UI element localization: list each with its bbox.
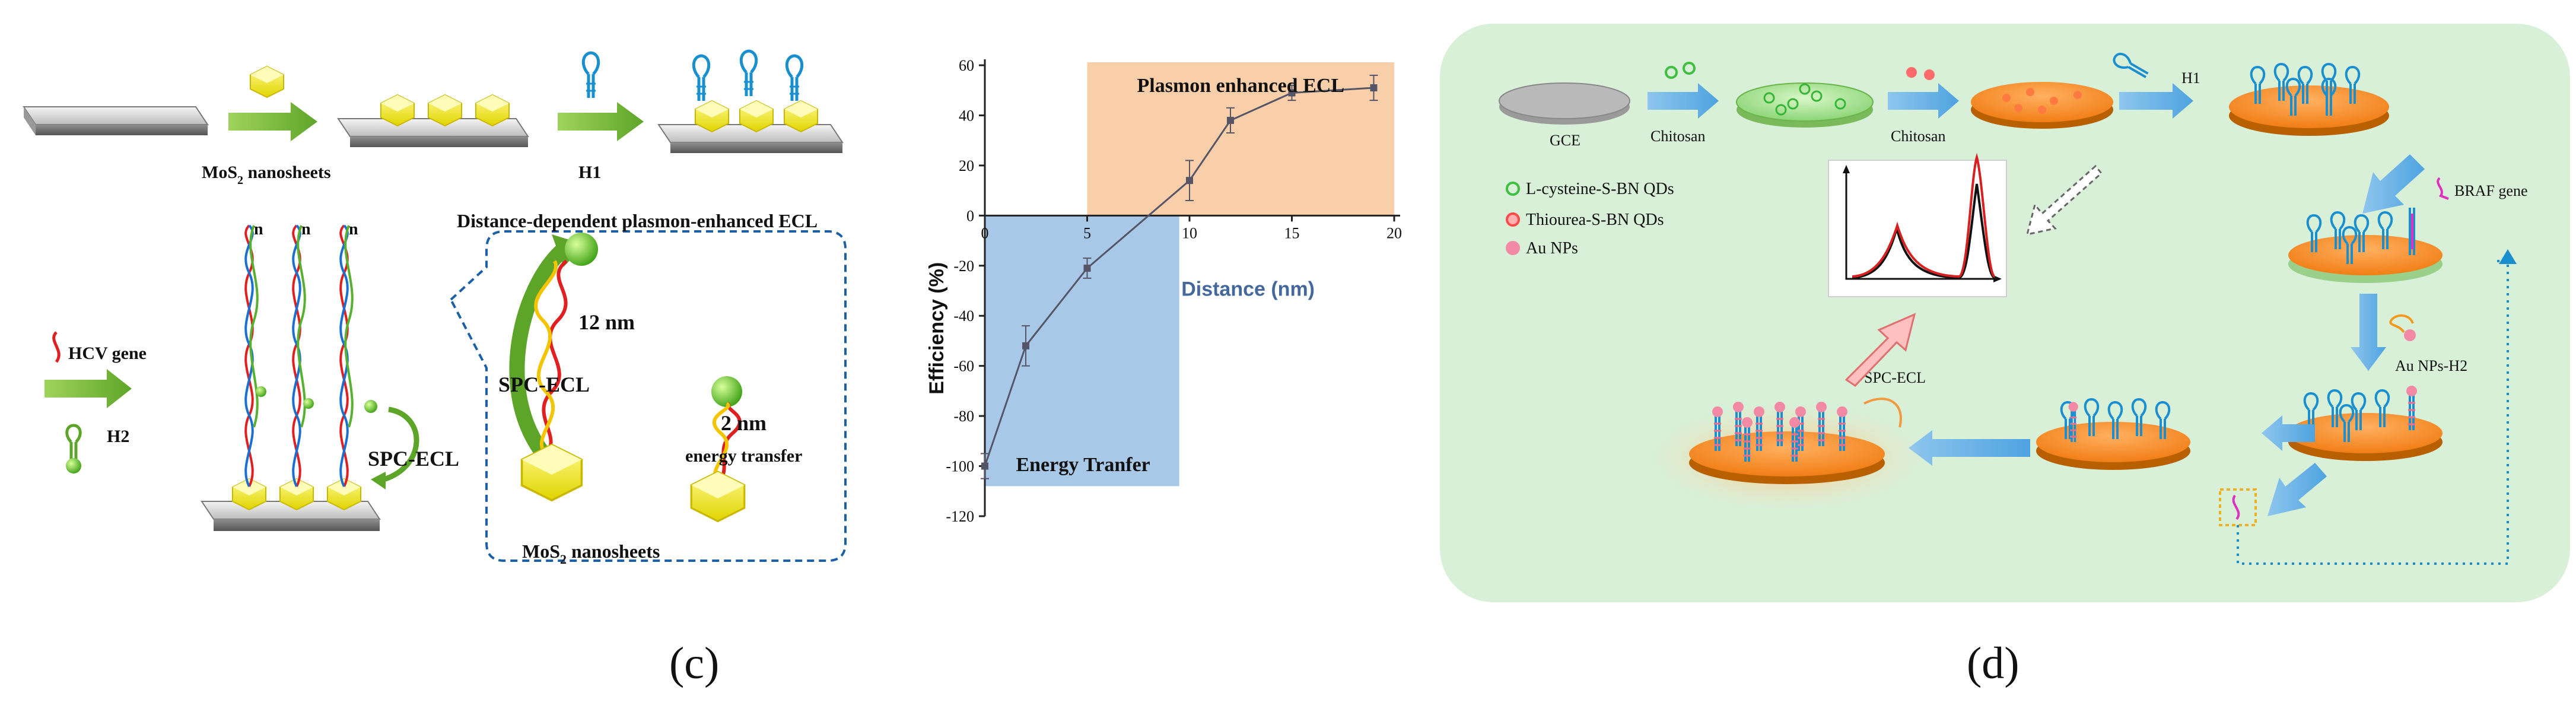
gce-electrode: GCE [1499, 82, 1630, 149]
legend: L-cysteine-S-BN QDs Thiourea-S-BN QDs Au… [1506, 180, 1674, 258]
label-n: n [254, 220, 263, 239]
label-au-h2: Au NPs-H2 [2395, 357, 2467, 374]
arrow-chitosan-1: Chitosan [1648, 62, 1719, 145]
label-braf: BRAF gene [2454, 182, 2528, 199]
dashed-arrow-icon [2025, 164, 2103, 236]
released-target [2219, 488, 2257, 526]
green-qd-electrode [1736, 82, 1874, 128]
panel-c-diagram: MoS2 nanosheets H1 HCV gene H2 [23, 0, 847, 567]
chart-axes: 60 40 20 0 -20 -40 -60 -80 -100 -120 0 5 10 15 20 [946, 57, 1402, 525]
arrow-h1: H1 [2110, 50, 2200, 119]
x-tick-label: 5 [1083, 224, 1091, 241]
y-tick-label: -120 [946, 508, 974, 525]
y-tick-label: -60 [953, 358, 974, 375]
arrow-right-icon [228, 102, 317, 141]
data-point [1022, 342, 1029, 349]
label-chitosan-1: Chitosan [1650, 128, 1705, 145]
orange-qd-electrode [1971, 82, 2113, 129]
box-title: Distance-dependent plasmon-enhanced ECL [457, 210, 818, 231]
hybridized-electrode [2288, 384, 2443, 461]
label-hcv-gene: HCV gene [68, 344, 147, 363]
pink-arrow-icon [1844, 313, 1916, 387]
hcv-gene-legend: HCV gene H2 [44, 331, 147, 473]
y-tick-label: -20 [953, 258, 974, 275]
legend-au: Au NPs [1526, 239, 1578, 258]
data-point [1288, 89, 1296, 97]
data-point [981, 462, 988, 470]
plasmon-enhanced-region [1087, 62, 1394, 216]
region-top-label: Plasmon enhanced ECL [1137, 75, 1345, 97]
zoom-box: Distance-dependent plasmon-enhanced ECL … [449, 210, 847, 567]
electrode-with-h1 [657, 51, 844, 153]
y-tick-label: 0 [966, 207, 974, 224]
label-n: n [349, 220, 358, 239]
label-12nm: 12 nm [578, 310, 635, 334]
caption-d: (d) [1967, 638, 2020, 688]
data-points [981, 84, 1378, 470]
arrow-left-icon [2262, 415, 2315, 451]
arrow-right-icon [558, 102, 644, 141]
x-axis-label: Distance (nm) [1181, 278, 1315, 300]
region-bottom-label: Energy Tranfer [1016, 454, 1150, 476]
y-tick-label: -80 [953, 408, 974, 425]
data-point [1186, 177, 1193, 185]
arrow-chitosan-2: Chitosan [1888, 67, 1959, 145]
label-2nm: 2 nm [721, 411, 767, 435]
x-tick-label: 0 [981, 224, 989, 241]
label-spc-ecl-d: SPC-ECL [1864, 369, 1926, 386]
data-point [1083, 265, 1091, 272]
label-spc-ecl-box: SPC-ECL [498, 373, 590, 396]
data-point [1370, 84, 1378, 91]
panel-d-diagram: GCE Chitosan Chitosan H1 [1440, 24, 2570, 602]
final-electrode-glow [1650, 401, 1923, 510]
mos2-hexagon-icon [250, 66, 284, 98]
legend-thiourea: Thiourea-S-BN QDs [1526, 211, 1664, 229]
data-point [1227, 116, 1234, 124]
arrow-down-left-icon [2267, 463, 2327, 516]
hairpin-h1-icon [583, 53, 598, 98]
curved-arrow-icon [1863, 398, 1902, 428]
label-h2: H2 [107, 427, 129, 446]
y-tick-label: 20 [959, 157, 974, 174]
label-h1-top: H1 [578, 163, 601, 182]
label-mos2-nanosheets-top: MoS2 nanosheets [202, 163, 331, 187]
curved-arrow-icon [509, 243, 569, 462]
x-tick-label: 15 [1284, 224, 1300, 241]
label-mos2-nanosheets-bottom: MoS2 nanosheets [522, 541, 660, 567]
label-chitosan-2: Chitosan [1891, 128, 1945, 145]
label-h1-d: H1 [2181, 69, 2200, 87]
label-gce: GCE [1550, 132, 1580, 149]
braf-electrode [2288, 208, 2443, 283]
braf-arrow: BRAF gene [2362, 154, 2528, 214]
label-energy-transfer: energy transfer [685, 446, 802, 466]
efficiency-chart: 60 40 20 0 -20 -40 -60 -80 -100 -120 0 5 10 15 20 Plas… [926, 57, 1402, 525]
electrode-with-mos2 [337, 94, 529, 147]
ecl-spectra-inset [1828, 152, 2007, 297]
partial-electrode [2036, 398, 2190, 470]
dna-strands-electrode: n n n SPC-ECL [201, 220, 459, 531]
energy-transfer-region [985, 215, 1179, 487]
curved-arrow-icon [379, 406, 419, 484]
label-n: n [301, 220, 311, 239]
arrow-left-icon [1909, 430, 2030, 466]
y-tick-label: 40 [959, 107, 974, 124]
legend-lcys: L-cysteine-S-BN QDs [1526, 180, 1674, 198]
y-axis-label: Efficiency (%) [926, 262, 948, 395]
au-h2-arrow: Au NPs-H2 [2351, 294, 2467, 374]
recycle-dotted-path [2237, 260, 2509, 565]
caption-c: (c) [669, 638, 720, 688]
x-tick-label: 10 [1182, 224, 1197, 241]
y-tick-label: -40 [953, 307, 974, 325]
label-spc-ecl-left: SPC-ECL [368, 447, 459, 471]
y-tick-label: -100 [946, 458, 974, 475]
y-tick-label: 60 [959, 57, 974, 74]
h1-electrode [2229, 63, 2389, 136]
bare-electrode [23, 106, 209, 135]
x-tick-label: 20 [1386, 224, 1402, 241]
arrow-right-icon [44, 369, 132, 408]
